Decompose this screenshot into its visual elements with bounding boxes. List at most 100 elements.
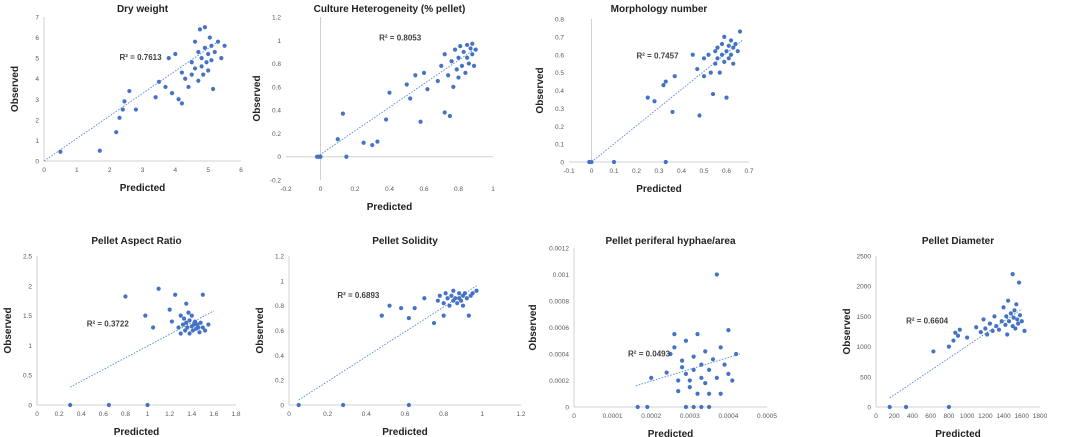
data-point — [990, 328, 995, 333]
data-point — [145, 402, 150, 408]
r-squared-label: R² = 0.8053 — [379, 33, 422, 42]
data-point — [470, 41, 475, 46]
chart-title: Pellet Solidity — [372, 236, 438, 247]
y-axis-label: Observed — [842, 308, 853, 354]
x-tick-label: 200 — [889, 413, 900, 420]
y-tick-label: 0.3 — [555, 106, 564, 113]
y-tick-label: 0.0008 — [549, 299, 569, 306]
x-tick-label: 5 — [206, 167, 210, 174]
data-point — [649, 375, 654, 380]
y-axis-label: Observed — [255, 307, 266, 353]
data-point — [957, 327, 962, 332]
trendline — [635, 353, 741, 387]
x-tick-label: 1.6 — [209, 411, 218, 418]
y-tick-label: 1 — [280, 278, 284, 285]
data-point — [737, 29, 743, 34]
data-point — [406, 315, 411, 321]
x-tick-label: 0.2 — [350, 186, 359, 193]
data-point — [722, 59, 727, 64]
data-point — [708, 70, 713, 75]
data-point — [460, 303, 466, 308]
y-tick-label: 6 — [35, 35, 39, 42]
data-point — [728, 38, 734, 43]
data-point — [470, 52, 475, 57]
data-point — [1016, 280, 1022, 285]
y-tick-label: 0.2 — [272, 131, 281, 138]
data-point — [468, 46, 473, 51]
x-tick-label: 0.2 — [323, 411, 332, 418]
data-point — [695, 391, 700, 396]
x-axis-label: Predicted — [935, 429, 981, 437]
x-tick-label: 0 — [590, 168, 594, 175]
y-tick-label: 2 — [28, 283, 32, 290]
x-tick-label: 0 — [874, 413, 878, 420]
data-point — [340, 111, 346, 116]
data-point — [703, 381, 708, 386]
data-point — [202, 25, 207, 30]
y-tick-label: 0 — [28, 403, 32, 410]
chart-1: Dry weight 0 1 2 3 4 5 6 0 1 2 3 4 5 6 7 Predicted Observ… — [10, 4, 243, 194]
data-point — [176, 325, 181, 330]
data-point — [425, 87, 430, 92]
data-point — [361, 140, 366, 145]
data-point — [197, 330, 202, 335]
data-point — [1016, 321, 1021, 326]
data-point — [985, 332, 990, 337]
x-tick-label: 6 — [239, 167, 243, 174]
data-point — [731, 45, 736, 50]
data-point — [422, 296, 427, 301]
data-point — [399, 306, 404, 311]
data-point — [731, 61, 736, 66]
data-point — [717, 70, 722, 75]
data-point — [181, 316, 187, 321]
data-point — [726, 371, 731, 376]
y-tick-label: 1 — [28, 343, 32, 350]
data-point — [189, 72, 194, 77]
data-point — [127, 88, 132, 94]
data-point — [179, 70, 184, 75]
x-tick-label: 0 — [319, 186, 323, 193]
x-tick-label: 0.6 — [419, 186, 428, 193]
data-point — [179, 101, 184, 106]
data-point — [58, 149, 63, 154]
r-squared-label: R² = 0.7457 — [637, 51, 680, 60]
y-tick-label: 2.5 — [23, 254, 32, 261]
y-tick-label: 0.0004 — [549, 352, 569, 359]
data-point — [379, 313, 384, 318]
data-point — [1003, 322, 1008, 327]
data-point — [690, 52, 695, 57]
data-point — [408, 96, 413, 101]
data-point — [206, 51, 211, 57]
data-point — [722, 362, 727, 367]
data-point — [726, 328, 731, 333]
data-point — [196, 49, 201, 55]
data-point — [418, 119, 423, 124]
y-tick-label: 1.5 — [23, 313, 32, 320]
trendline — [591, 40, 743, 163]
data-point — [335, 137, 340, 142]
data-point — [190, 328, 195, 333]
data-point — [699, 375, 704, 380]
data-point — [219, 56, 224, 61]
data-point — [464, 296, 469, 301]
data-point — [714, 272, 719, 277]
data-point — [178, 331, 183, 336]
chart-title: Culture Heterogeneity (% pellet) — [314, 4, 466, 15]
data-point — [672, 74, 677, 79]
data-point — [722, 34, 727, 39]
y-tick-label: 0 — [35, 159, 39, 166]
data-point — [730, 378, 735, 383]
y-tick-label: 1 — [277, 38, 281, 45]
data-point — [676, 378, 681, 383]
y-tick-label: 0.2 — [275, 378, 284, 385]
data-point — [701, 56, 707, 61]
data-point — [458, 298, 464, 303]
data-point — [687, 385, 692, 390]
x-tick-label: 4 — [174, 167, 178, 174]
data-point — [1017, 313, 1023, 318]
data-point — [437, 293, 442, 298]
data-point — [589, 159, 594, 165]
y-tick-label: 0.001 — [553, 272, 570, 279]
x-tick-label: 0.2 — [632, 168, 641, 175]
y-tick-label: 1500 — [857, 314, 872, 321]
